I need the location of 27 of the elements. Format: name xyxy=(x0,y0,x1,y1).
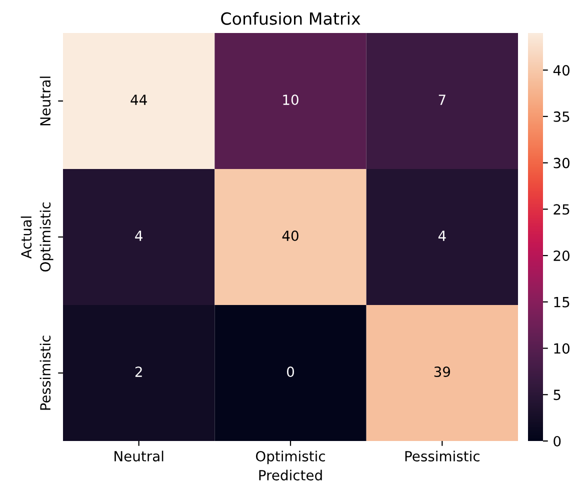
color-bar-label: 35 xyxy=(554,111,570,122)
color-bar-label: 0 xyxy=(554,436,561,446)
data-label: 10 xyxy=(283,94,298,106)
data-label: 4 xyxy=(438,230,446,241)
color-bar-label: 40 xyxy=(553,65,570,76)
data-label: 44 xyxy=(130,94,147,105)
color-bar-label: 10 xyxy=(554,343,570,354)
x-tick-label: Pessimistic xyxy=(405,450,480,462)
y-axis-title: Actual xyxy=(20,216,32,259)
x-axis-title: Predicted xyxy=(259,470,322,480)
y-tick-label: Pessimistic xyxy=(40,336,51,410)
chart-title: Confusion Matrix xyxy=(221,12,360,25)
x-tick-label: Optimistic xyxy=(256,450,325,464)
color-bar-label: 30 xyxy=(554,158,570,168)
y-tick-label: Optimistic xyxy=(40,202,54,272)
data-label: 2 xyxy=(135,366,142,377)
color-bar-label: 5 xyxy=(554,390,560,400)
data-label: 0 xyxy=(286,366,294,378)
data-label: 39 xyxy=(434,366,450,378)
color-bar-label: 25 xyxy=(554,204,570,215)
y-tick-label: Neutral xyxy=(40,76,51,126)
color-bar-label: 15 xyxy=(554,297,570,308)
x-tick-label: Neutral xyxy=(114,450,164,462)
data-label: 40 xyxy=(282,230,298,242)
data-label: 7 xyxy=(438,94,446,105)
data-label: 4 xyxy=(135,230,142,241)
color-bar-label: 20 xyxy=(554,250,570,262)
